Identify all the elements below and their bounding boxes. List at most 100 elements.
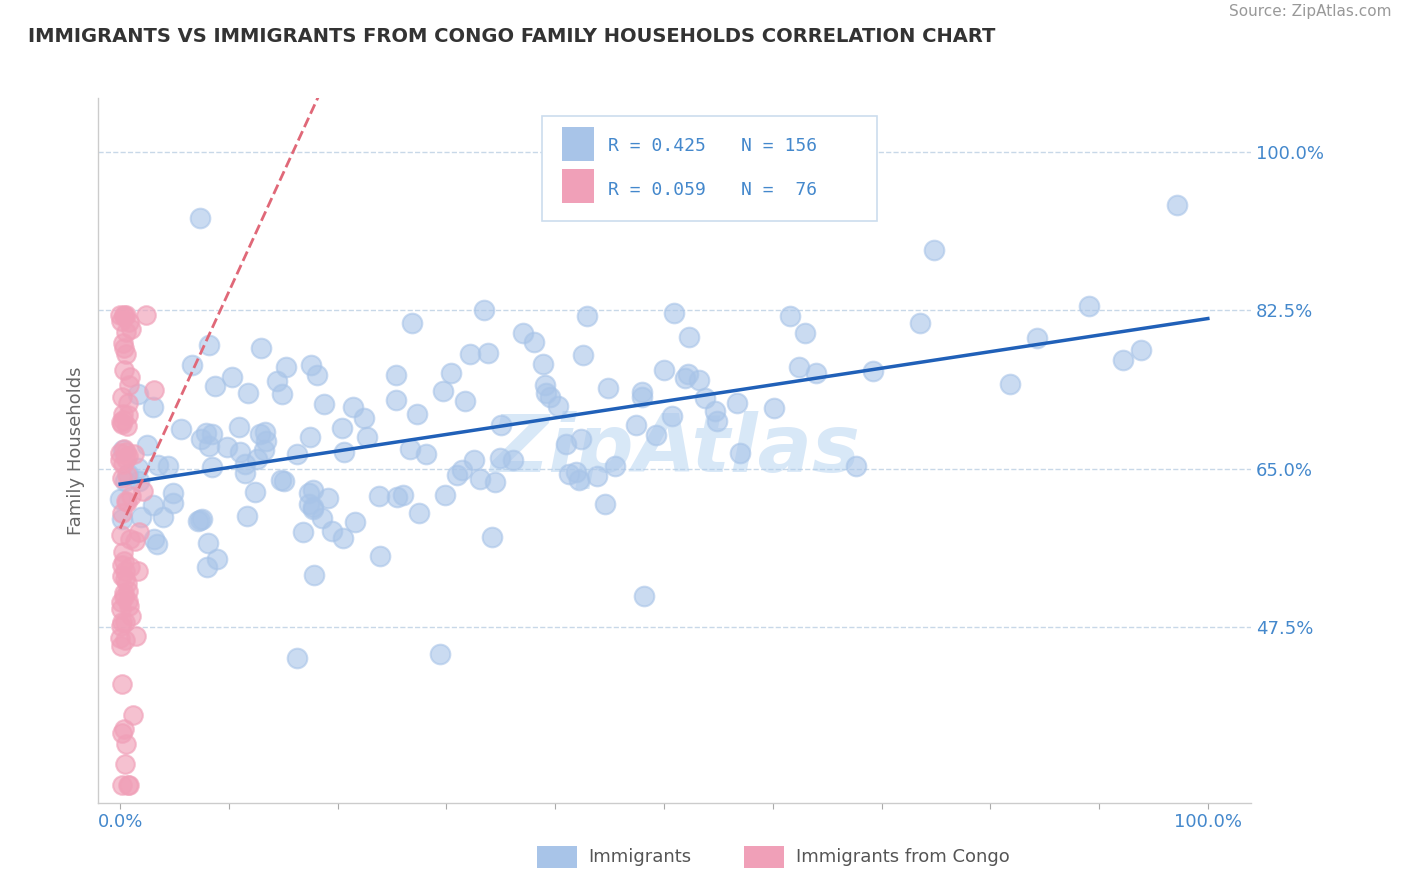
- Point: [451, 463, 474, 477]
- Point: [110, 452, 132, 467]
- Point: [534, 386, 557, 401]
- Point: [120, 489, 142, 503]
- Point: [368, 489, 391, 503]
- Point: [298, 430, 321, 444]
- Point: [489, 417, 512, 432]
- Point: [112, 586, 135, 600]
- Point: [314, 397, 336, 411]
- Point: [217, 440, 239, 454]
- Point: [195, 560, 218, 574]
- Point: [415, 447, 437, 461]
- Point: [111, 512, 134, 526]
- Text: Immigrants: Immigrants: [589, 848, 692, 866]
- Point: [110, 568, 132, 582]
- Point: [112, 341, 135, 355]
- Point: [531, 357, 554, 371]
- Point: [125, 629, 148, 643]
- Point: [266, 375, 288, 389]
- Text: ZipAtlas: ZipAtlas: [489, 411, 860, 490]
- FancyBboxPatch shape: [562, 127, 595, 161]
- Point: [301, 501, 323, 516]
- Point: [115, 445, 138, 459]
- Point: [910, 316, 932, 330]
- Point: [112, 554, 135, 568]
- Point: [110, 639, 132, 653]
- Point: [115, 576, 138, 591]
- Point: [585, 468, 607, 483]
- Point: [433, 488, 456, 502]
- Point: [115, 347, 138, 361]
- Point: [201, 427, 224, 442]
- Point: [344, 515, 367, 529]
- Point: [664, 306, 686, 320]
- Point: [112, 591, 135, 605]
- Point: [221, 369, 243, 384]
- Point: [111, 471, 134, 485]
- Point: [114, 756, 136, 771]
- Point: [924, 243, 946, 257]
- Point: [111, 545, 134, 559]
- Point: [270, 473, 292, 487]
- Point: [118, 560, 141, 574]
- Point: [112, 722, 135, 736]
- Point: [110, 308, 132, 322]
- Point: [1112, 353, 1135, 368]
- Point: [115, 326, 138, 340]
- Point: [253, 425, 276, 440]
- Point: [110, 631, 132, 645]
- Point: [652, 363, 675, 377]
- Text: R = 0.425: R = 0.425: [607, 136, 706, 155]
- Point: [408, 506, 430, 520]
- Point: [593, 498, 616, 512]
- Point: [678, 330, 700, 344]
- Text: IMMIGRANTS VS IMMIGRANTS FROM CONGO FAMILY HOUSEHOLDS CORRELATION CHART: IMMIGRANTS VS IMMIGRANTS FROM CONGO FAMI…: [28, 27, 995, 45]
- Point: [135, 308, 157, 322]
- Point: [253, 442, 276, 457]
- Point: [117, 584, 139, 599]
- Point: [205, 552, 228, 566]
- Point: [645, 427, 668, 442]
- Point: [110, 618, 132, 632]
- Point: [631, 384, 654, 399]
- Point: [676, 367, 699, 381]
- Point: [368, 549, 391, 564]
- Point: [633, 589, 655, 603]
- Point: [111, 390, 134, 404]
- Text: N =  76: N = 76: [741, 181, 817, 199]
- Point: [862, 364, 884, 378]
- Point: [198, 439, 221, 453]
- Point: [112, 363, 135, 377]
- Point: [118, 370, 141, 384]
- Point: [568, 474, 591, 488]
- Text: Source: ZipAtlas.com: Source: ZipAtlas.com: [1229, 4, 1392, 20]
- Point: [112, 309, 135, 323]
- Point: [114, 633, 136, 648]
- Point: [117, 408, 139, 422]
- Point: [249, 427, 271, 442]
- Point: [332, 420, 354, 434]
- Point: [246, 452, 269, 467]
- Point: [547, 399, 569, 413]
- Point: [114, 564, 136, 578]
- Point: [385, 368, 408, 383]
- Point: [398, 442, 420, 457]
- Point: [233, 466, 256, 480]
- Point: [538, 390, 561, 404]
- Point: [727, 396, 749, 410]
- Point: [111, 615, 134, 630]
- Point: [235, 457, 257, 471]
- Point: [287, 651, 309, 665]
- Point: [302, 567, 325, 582]
- Point: [673, 371, 696, 385]
- Point: [299, 358, 322, 372]
- Point: [273, 474, 295, 488]
- Point: [111, 726, 134, 740]
- FancyBboxPatch shape: [562, 169, 595, 203]
- Point: [128, 524, 150, 539]
- Point: [307, 368, 329, 382]
- Point: [706, 414, 728, 428]
- FancyBboxPatch shape: [537, 846, 576, 868]
- Point: [228, 445, 250, 459]
- Point: [558, 467, 581, 481]
- Point: [110, 594, 132, 608]
